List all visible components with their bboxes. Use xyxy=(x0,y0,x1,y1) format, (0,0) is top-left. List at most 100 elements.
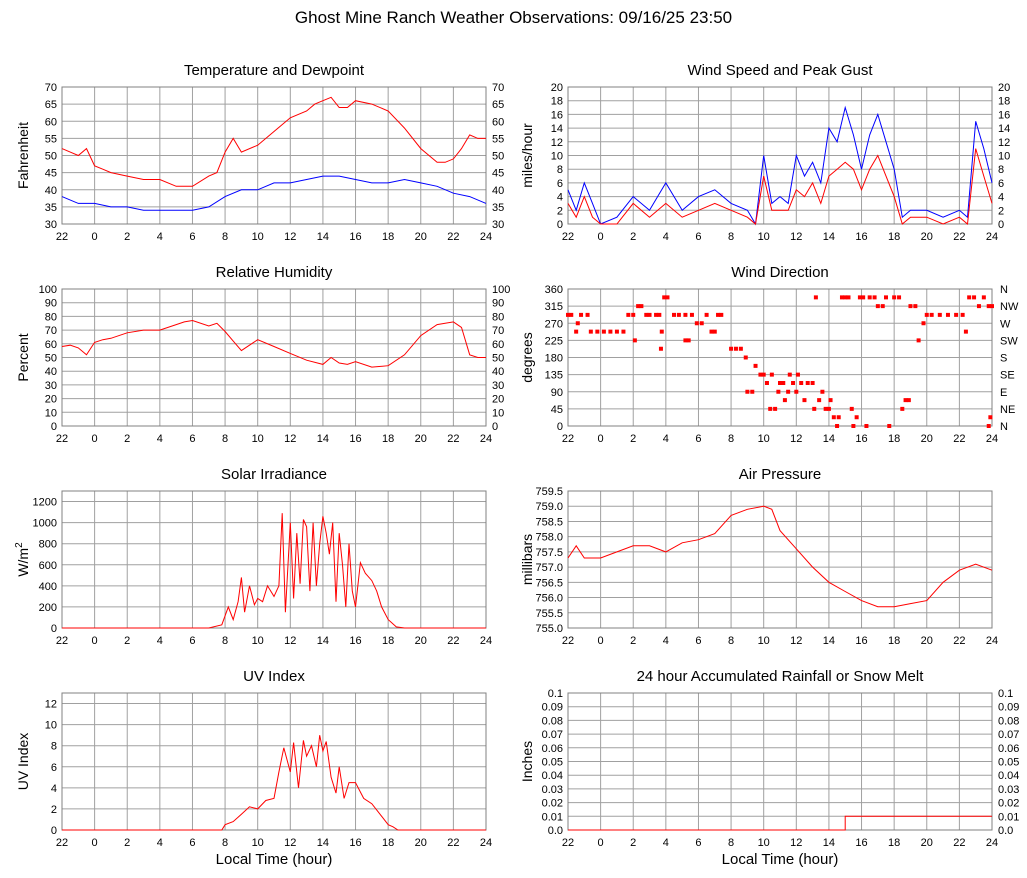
x-tick-label: 8 xyxy=(222,433,228,445)
x-tick-label: 22 xyxy=(447,231,459,243)
x-tick-label: 24 xyxy=(480,433,492,445)
x-tick-label: 22 xyxy=(447,837,459,849)
data-point xyxy=(903,398,908,403)
data-point xyxy=(743,355,748,360)
data-point xyxy=(733,346,738,351)
x-tick-label: 8 xyxy=(222,837,228,849)
data-point xyxy=(908,304,913,309)
x-tick-label: 16 xyxy=(349,231,361,243)
data-point xyxy=(626,312,631,317)
y-tick-label: 757.5 xyxy=(535,547,563,559)
x-tick-label: 4 xyxy=(157,231,163,243)
x-tick-label: 0 xyxy=(598,231,604,243)
x-tick-label: 2 xyxy=(630,837,636,849)
y-tick-label-right: 40 xyxy=(492,366,504,378)
data-point xyxy=(729,346,734,351)
data-point xyxy=(588,329,593,334)
data-point xyxy=(799,380,804,385)
data-point xyxy=(585,312,590,317)
x-tick-label: 0 xyxy=(92,837,98,849)
y-tick-label: 756.0 xyxy=(535,593,563,605)
data-point xyxy=(906,398,911,403)
y-tick-label-right: 0 xyxy=(492,421,498,433)
data-point xyxy=(699,321,704,326)
data-point xyxy=(990,304,994,309)
y-tick-label: 0 xyxy=(557,421,563,433)
chart-title: UV Index xyxy=(243,668,305,685)
data-point xyxy=(875,304,880,309)
data-point xyxy=(791,380,796,385)
page-title: Ghost Mine Ranch Weather Observations: 0… xyxy=(294,8,733,27)
y-tick-label-right: 20 xyxy=(998,82,1010,94)
y-tick-label: 180 xyxy=(545,353,563,365)
data-point xyxy=(704,312,709,317)
x-tick-label: 22 xyxy=(562,837,574,849)
y-tick-label: 60 xyxy=(45,116,57,128)
y-tick-label: 10 xyxy=(45,720,57,732)
data-point xyxy=(835,424,840,428)
x-tick-label: 18 xyxy=(382,231,394,243)
plot-frame xyxy=(567,288,993,427)
data-point xyxy=(761,372,766,377)
x-tick-label: 14 xyxy=(317,837,329,849)
x-tick-label: 2 xyxy=(124,433,130,445)
y-tick-label: 2 xyxy=(51,804,57,816)
y-tick-label-right: 30 xyxy=(492,380,504,392)
compass-label: NE xyxy=(1000,404,1015,416)
y-tick-label: 30 xyxy=(45,219,57,231)
x-tick-label: 10 xyxy=(252,837,264,849)
compass-label: E xyxy=(1000,387,1007,399)
x-tick-label: 8 xyxy=(728,433,734,445)
x-tick-label: 18 xyxy=(888,433,900,445)
y-tick-label: 0.02 xyxy=(542,798,563,810)
data-point xyxy=(805,380,810,385)
data-point xyxy=(967,295,972,300)
chart-title: Solar Irradiance xyxy=(221,466,327,483)
x-tick-label: 0 xyxy=(598,433,604,445)
x-tick-label: 20 xyxy=(921,433,933,445)
compass-label: N xyxy=(1000,284,1008,296)
y-tick-label-right: 4 xyxy=(998,192,1004,204)
x-tick-label: 14 xyxy=(823,837,835,849)
x-tick-label: 22 xyxy=(953,837,965,849)
data-point xyxy=(636,304,641,309)
y-tick-label: 1000 xyxy=(33,518,57,530)
x-tick-label: 24 xyxy=(986,837,998,849)
x-tick-label: 10 xyxy=(758,433,770,445)
y-tick-label: 12 xyxy=(45,699,57,711)
y-tick-label-right: 0.1 xyxy=(998,688,1013,700)
x-tick-label: 12 xyxy=(284,231,296,243)
data-point xyxy=(778,380,782,385)
data-point xyxy=(738,346,743,351)
data-point xyxy=(846,295,851,300)
y-tick-label-right: 60 xyxy=(492,116,504,128)
x-tick-label: 22 xyxy=(56,231,68,243)
y-tick-label-right: 50 xyxy=(492,151,504,163)
y-axis-label: degrees xyxy=(519,332,535,383)
y-tick-label: 758.5 xyxy=(535,516,563,528)
y-tick-label-right: 0.02 xyxy=(998,798,1019,810)
data-point xyxy=(683,338,688,343)
data-point xyxy=(781,380,786,385)
x-tick-label: 10 xyxy=(758,837,770,849)
data-point xyxy=(981,295,986,300)
y-tick-label: 50 xyxy=(45,353,57,365)
y-tick-label: 90 xyxy=(45,298,57,310)
y-tick-label-right: 8 xyxy=(998,164,1004,176)
chart-rain: 24 hour Accumulated Rainfall or Snow Mel… xyxy=(519,668,1019,868)
y-tick-label-right: 80 xyxy=(492,311,504,323)
y-tick-label: 65 xyxy=(45,99,57,111)
x-tick-label: 6 xyxy=(189,635,195,647)
y-tick-label-right: 0.07 xyxy=(998,729,1019,741)
x-tick-label: 14 xyxy=(823,635,835,647)
series-line-1 xyxy=(567,148,993,225)
plot-frame xyxy=(61,86,487,225)
data-point xyxy=(689,312,694,317)
y-tick-label: 0.0 xyxy=(548,825,563,837)
series-line-1 xyxy=(61,175,487,211)
x-tick-label: 12 xyxy=(790,231,802,243)
x-tick-label: 2 xyxy=(124,635,130,647)
y-tick-label-right: 50 xyxy=(492,353,504,365)
